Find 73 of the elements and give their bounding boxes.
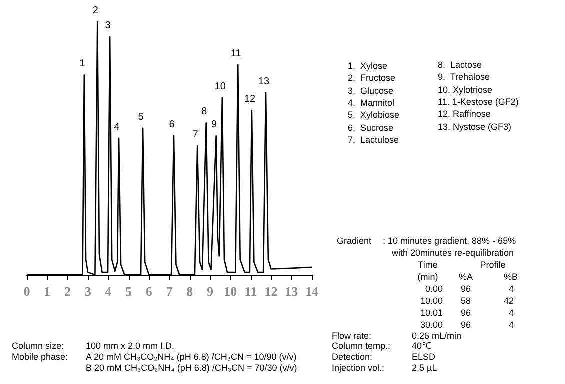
text: Mobile phase: [12,352,68,362]
text: Time [418,260,438,270]
x-tick-label: 8 [186,284,194,299]
text: 96 [460,308,472,318]
text: 30.00 [420,320,443,330]
text: 2. Fructose [348,73,396,83]
text: 42 [504,296,514,306]
annotation: 3 [105,20,112,32]
text: 96 [460,320,472,330]
x-tick-label: 4 [105,284,112,299]
text: 7. Lactulose [348,135,400,145]
annotation: 6 [169,119,176,130]
text: 5. Xylobiose [348,110,400,120]
text: 10. Xylotriose [438,85,493,95]
x-tick-label: 5 [126,284,133,299]
annotation: 7 [192,129,199,140]
text: 13. Nystose (GF3) [438,122,512,132]
x-tick-label: 7 [166,284,174,299]
text: A 20 mM CH₃CO₂NH₄ (pH 6.8) /CH₃CN = 10/90 (v/v) [86,352,297,362]
text: 4. Mannitol [348,98,395,108]
text: : 10 minutes gradient, 88% - 65% [383,236,516,246]
text: %B [504,272,518,282]
text: 96 [460,284,472,294]
x-tick-label: 13 [285,284,299,299]
text: 58 [460,296,472,306]
annotation: 5 [138,112,144,123]
text: Injection vol.: [332,363,385,373]
text: 12. Raffinose [438,109,491,119]
x-tick-label: 10 [224,284,238,299]
text: 1. Xylose [348,61,388,71]
text: B 20 mM CH₃CO₂NH₄ (pH 6.8) /CH₃CN = 70/30 (v/v) [86,363,298,373]
annotation: 9 [212,119,218,130]
x-tick-label: 3 [84,284,92,299]
text: Flow rate: [332,331,372,341]
annotation: 1 [80,58,86,70]
text: Column temp.: [332,341,391,351]
x-tick-label: 1 [44,284,51,299]
text: 0.00 [425,284,443,294]
text: with 20minutes re-equilibration [391,248,514,258]
text: Detection: [332,352,373,362]
text: Column size: [12,341,64,351]
text: 8. Lactose [438,60,482,70]
x-tick-label: 11 [244,284,258,299]
text: ELSD [412,352,436,362]
text: 40℃ [412,341,432,351]
annotation: 12 [244,94,256,106]
annotation: 13 [258,76,270,88]
annotation: 8 [202,106,208,118]
text: (min) [418,272,438,282]
x-tick-label: 6 [146,284,153,299]
text: 0.26 mL/min [412,331,462,341]
annotation: 4 [114,122,120,133]
x-tick-label: 12 [264,284,278,299]
text: Profile [480,260,506,270]
text: 3. Glucose [348,86,394,96]
x-tick-label: 0 [24,284,30,299]
text: 11. 1-Kestose (GF2) [438,97,519,107]
text: %A [458,272,474,282]
annotation: 11 [230,48,242,60]
text: 4 [508,320,514,330]
text: Gradient [337,236,372,246]
x-tick-label: 9 [206,284,214,299]
text: 4 [508,308,514,318]
annotation: 10 [214,81,226,92]
text: 100 mm x 2.0 mm I.D. [86,341,175,351]
text: 10.00 [420,296,443,306]
x-tick-label: 2 [64,284,71,299]
annotation: 2 [92,6,99,16]
text: 9. Trehalose [438,72,490,82]
text: 6. Sucrose [348,123,394,133]
x-tick-label: 14 [306,284,319,299]
text: 2.5 µL [412,363,438,373]
text: 10.01 [420,308,443,318]
